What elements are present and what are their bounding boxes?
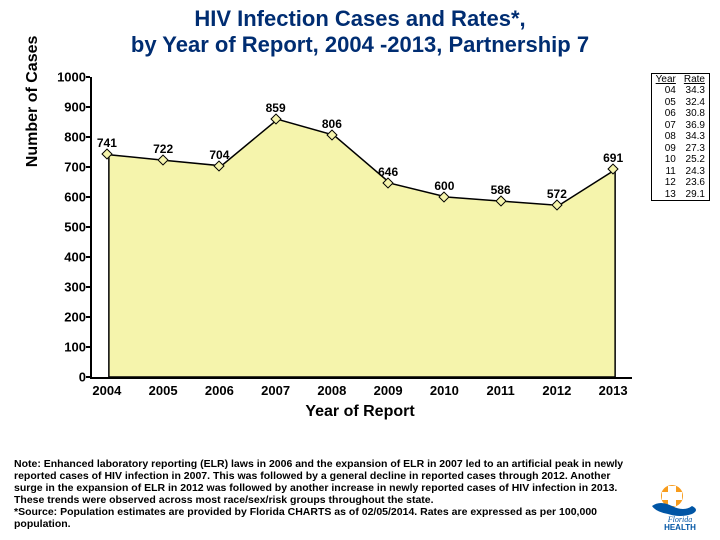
rate-table-cell: 07 [651, 120, 680, 132]
rate-table-row: 0532.4 [651, 97, 709, 109]
rate-table-row: 1124.3 [651, 166, 709, 178]
x-tick-label: 2010 [430, 383, 459, 398]
y-tick-label: 400 [50, 249, 86, 264]
plot-area [90, 77, 632, 379]
rate-table-row: 0630.8 [651, 108, 709, 120]
x-axis-label: Year of Report [10, 403, 710, 421]
area-chart-svg [92, 77, 632, 377]
data-label: 600 [434, 179, 454, 193]
y-tick-label: 1000 [50, 69, 86, 84]
rate-table-cell: 24.3 [680, 166, 710, 178]
rate-table-cell: 36.9 [680, 120, 710, 132]
x-tick-label: 2006 [205, 383, 234, 398]
data-label: 704 [209, 148, 229, 162]
y-tick-label: 700 [50, 159, 86, 174]
title-line-1: HIV Infection Cases and Rates*, [194, 6, 525, 31]
x-tick-label: 2004 [92, 383, 121, 398]
y-axis-label: Number of Cases [24, 35, 42, 167]
y-tick-label: 300 [50, 279, 86, 294]
chart-title: HIV Infection Cases and Rates*, by Year … [0, 0, 720, 63]
data-label: 859 [266, 101, 286, 115]
rate-table-row: 0434.3 [651, 85, 709, 97]
rate-table-cell: 29.1 [680, 189, 710, 201]
rate-table-row: 0736.9 [651, 120, 709, 132]
rate-table-cell: 04 [651, 85, 680, 97]
data-label: 722 [153, 142, 173, 156]
x-tick-label: 2012 [542, 383, 571, 398]
data-label: 691 [603, 151, 623, 165]
data-label: 806 [322, 117, 342, 131]
y-tick-label: 600 [50, 189, 86, 204]
rate-table-col-year: Year [651, 73, 680, 85]
title-line-2: by Year of Report, 2004 -2013, Partnersh… [131, 32, 589, 57]
rate-table-cell: 10 [651, 154, 680, 166]
y-tick-label: 100 [50, 339, 86, 354]
rate-table-cell: 30.8 [680, 108, 710, 120]
rate-table-row: 0927.3 [651, 143, 709, 155]
x-tick-label: 2005 [149, 383, 178, 398]
rate-table-cell: 34.3 [680, 131, 710, 143]
x-tick-label: 2008 [317, 383, 346, 398]
rate-table-row: 1223.6 [651, 177, 709, 189]
data-label: 572 [547, 187, 567, 201]
data-label: 586 [491, 183, 511, 197]
rate-table-cell: 25.2 [680, 154, 710, 166]
florida-health-logo: Florida HEALTH [650, 480, 710, 530]
rate-table-cell: 08 [651, 131, 680, 143]
rate-table-cell: 34.3 [680, 85, 710, 97]
y-tick-label: 500 [50, 219, 86, 234]
x-tick-label: 2013 [599, 383, 628, 398]
svg-text:HEALTH: HEALTH [664, 523, 696, 530]
rate-table-cell: 05 [651, 97, 680, 109]
data-label: 646 [378, 165, 398, 179]
x-tick-label: 2009 [374, 383, 403, 398]
logo-icon: Florida HEALTH [650, 480, 710, 530]
x-tick-label: 2011 [487, 383, 515, 398]
y-tick-label: 900 [50, 99, 86, 114]
x-tick-label: 2007 [261, 383, 290, 398]
y-tick-label: 200 [50, 309, 86, 324]
rate-table-cell: 12 [651, 177, 680, 189]
rate-table-cell: 32.4 [680, 97, 710, 109]
y-tick-label: 800 [50, 129, 86, 144]
rate-table-row: 1329.1 [651, 189, 709, 201]
rate-table-col-rate: Rate [680, 73, 710, 85]
rate-table-cell: 06 [651, 108, 680, 120]
y-tick-label: 0 [50, 369, 86, 384]
chart-container: Number of Cases Year of Report Year Rate… [10, 63, 710, 423]
rate-table-row: 1025.2 [651, 154, 709, 166]
rate-table-cell: 23.6 [680, 177, 710, 189]
rate-table-cell: 27.3 [680, 143, 710, 155]
rate-table-cell: 13 [651, 189, 680, 201]
footnote: Note: Enhanced laboratory reporting (ELR… [14, 458, 624, 530]
data-label: 741 [97, 136, 117, 150]
rate-table: Year Rate 0434.30532.40630.80736.90834.3… [651, 73, 710, 202]
rate-table-row: 0834.3 [651, 131, 709, 143]
rate-table-cell: 11 [651, 166, 680, 178]
rate-table-cell: 09 [651, 143, 680, 155]
